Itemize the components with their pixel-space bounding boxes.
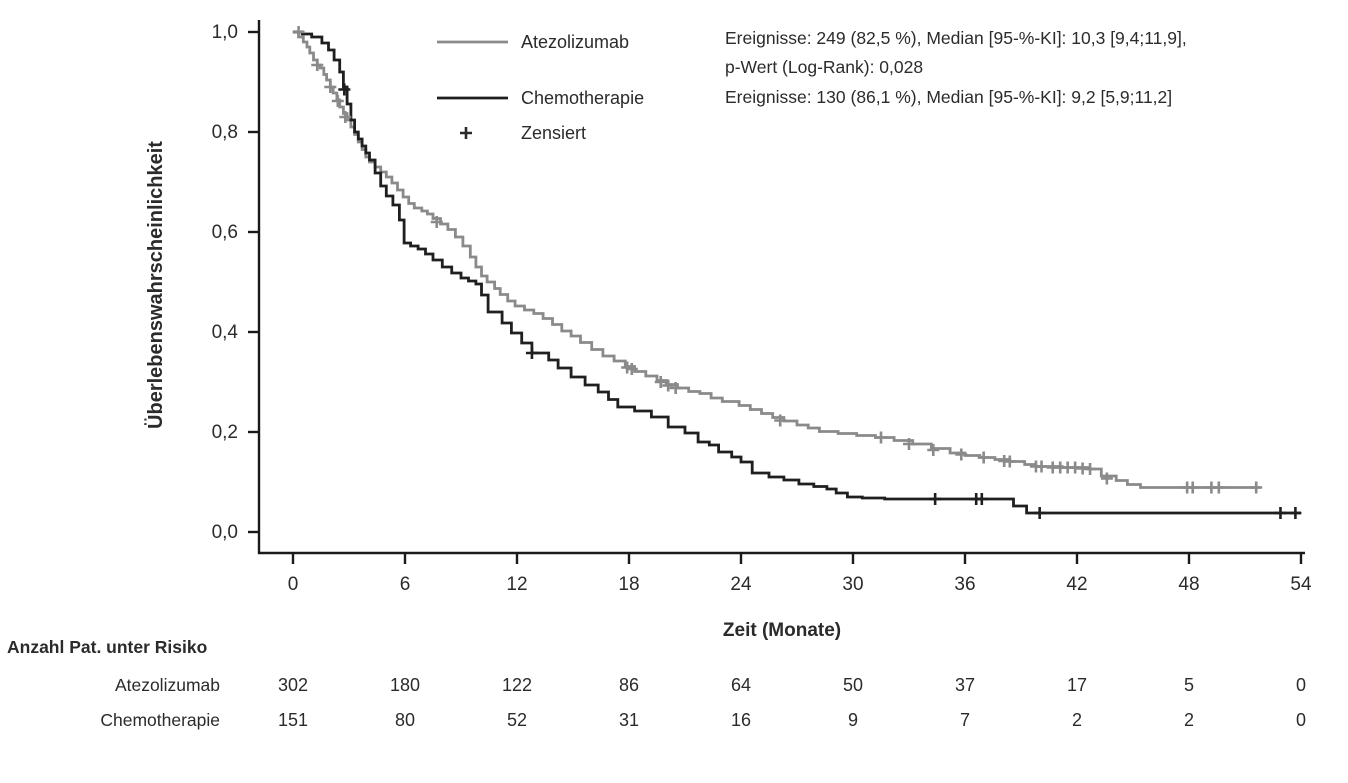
censor-mark-atezolizumab: [955, 448, 968, 461]
legend-censor-symbol: [460, 127, 472, 139]
censor-mark-atezolizumab: [654, 376, 667, 388]
x-tick-label: 54: [1290, 574, 1312, 595]
risk-count: 2: [1072, 710, 1082, 730]
censor-mark-atezolizumab: [1035, 460, 1048, 473]
y-tick-label: 0,8: [212, 122, 238, 143]
y-tick-label: 0,0: [212, 522, 238, 543]
censor-mark-atezolizumab: [625, 363, 638, 375]
censor-mark-atezolizumab: [430, 216, 443, 228]
censor-mark-atezolizumab: [774, 414, 787, 427]
axes-lines: [257, 20, 1305, 555]
risk-count: 17: [1067, 675, 1087, 695]
censor-mark-atezolizumab: [927, 444, 940, 456]
risk-count: 151: [278, 710, 308, 730]
risk-count: 31: [619, 710, 639, 730]
censor-mark-atezolizumab: [875, 431, 887, 444]
risk-count: 86: [619, 675, 639, 695]
y-axis-title: Überlebenswahrscheinlichkeit: [144, 141, 167, 429]
censor-mark-chemotherapie: [338, 83, 351, 96]
censor-mark-atezolizumab: [977, 451, 990, 464]
x-axis-title: Zeit (Monate): [723, 620, 841, 641]
censor-mark-chemotherapie: [1274, 507, 1287, 519]
y-tick-label: 0,2: [212, 422, 238, 443]
censor-mark-atezolizumab: [1212, 481, 1225, 494]
risk-row-label-chemotherapie: Chemotherapie: [100, 710, 220, 730]
risk-count: 5: [1184, 675, 1194, 695]
y-tick-label: 0,4: [212, 322, 239, 343]
x-tick-label: 36: [954, 574, 975, 595]
x-tick-label: 48: [1178, 574, 1199, 595]
risk-count: 9: [848, 710, 858, 730]
censor-mark-chemotherapie: [1033, 507, 1046, 519]
risk-count: 37: [955, 675, 975, 695]
censor-mark-chemotherapie: [929, 493, 942, 505]
legend-label: Atezolizumab: [521, 32, 629, 52]
censor-mark-atezolizumab: [311, 59, 324, 71]
censor-mark-atezolizumab: [1084, 463, 1097, 475]
risk-count: 16: [731, 710, 751, 730]
x-tick-label: 12: [506, 574, 527, 595]
censor-mark-atezolizumab: [339, 111, 352, 123]
censor-mark-atezolizumab: [292, 26, 305, 38]
censor-mark-atezolizumab: [669, 382, 682, 394]
legend-label: Chemotherapie: [521, 88, 644, 108]
censor-mark-atezolizumab: [1250, 481, 1263, 494]
legend-label: Zensiert: [521, 123, 586, 143]
annotation-line-1: Ereignisse: 249 (82,5 %), Median [95-%-K…: [725, 28, 1187, 48]
risk-count: 80: [395, 710, 415, 730]
risk-count: 0: [1296, 710, 1306, 730]
censor-mark-atezolizumab: [324, 81, 337, 93]
risk-count: 2: [1184, 710, 1194, 730]
risk-count: 52: [507, 710, 527, 730]
censor-mark-chemotherapie: [975, 493, 988, 505]
censor-mark-atezolizumab: [331, 95, 344, 107]
annotation-line-3: Ereignisse: 130 (86,1 %), Median [95-%-K…: [725, 87, 1172, 107]
x-tick-label: 42: [1066, 574, 1087, 595]
risk-count: 122: [502, 675, 532, 695]
censor-mark-atezolizumab: [1186, 481, 1199, 494]
risk-count: 302: [278, 675, 308, 695]
curve-atezolizumab: [293, 30, 1260, 489]
x-tick-label: 30: [842, 574, 863, 595]
risk-count: 7: [960, 710, 970, 730]
risk-count: 64: [731, 675, 751, 695]
censor-mark-atezolizumab: [1100, 472, 1113, 485]
x-tick-label: 0: [288, 574, 299, 595]
x-tick-label: 24: [730, 574, 752, 595]
risk-count: 50: [843, 675, 863, 695]
risk-row-label-atezolizumab: Atezolizumab: [115, 675, 220, 695]
censor-mark-atezolizumab: [662, 379, 675, 392]
risk-table-title: Anzahl Pat. unter Risiko: [7, 637, 207, 657]
y-tick-label: 1,0: [212, 22, 238, 43]
curve-chemotherapie: [293, 30, 1301, 515]
x-tick-label: 18: [618, 574, 639, 595]
censor-mark-atezolizumab: [1003, 455, 1016, 468]
y-tick-label: 0,6: [212, 222, 238, 243]
censor-mark-chemotherapie: [525, 347, 538, 359]
censor-mark-chemotherapie: [1289, 507, 1302, 519]
annotation-line-2: p-Wert (Log-Rank): 0,028: [725, 57, 923, 77]
censor-mark-atezolizumab: [903, 438, 915, 450]
risk-count: 0: [1296, 675, 1306, 695]
risk-count: 180: [390, 675, 420, 695]
x-tick-label: 6: [400, 574, 411, 595]
